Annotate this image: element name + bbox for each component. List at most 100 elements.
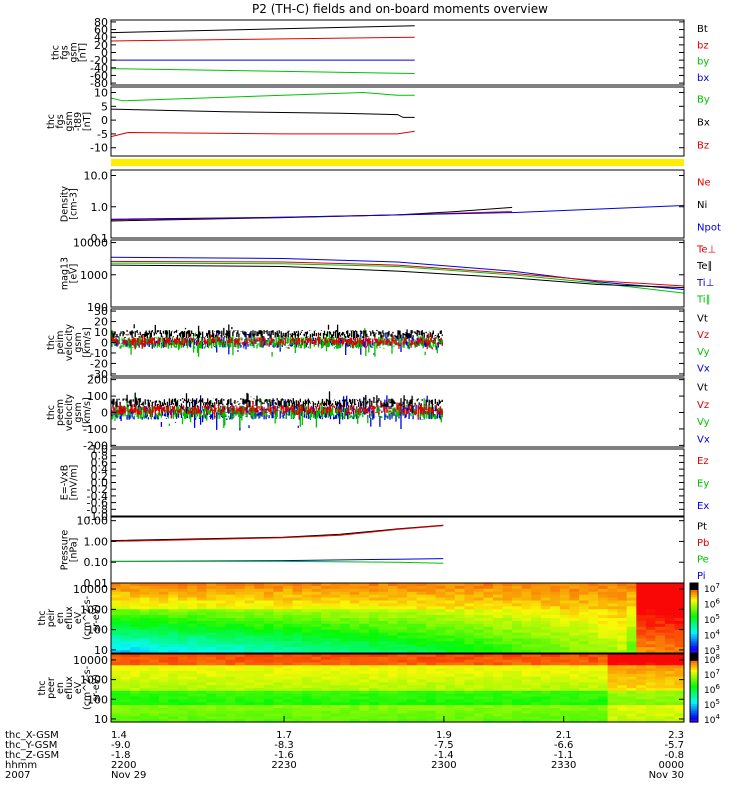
heatmap-cell xyxy=(302,632,313,637)
heatmap-cell xyxy=(617,665,628,669)
heatmap-cell xyxy=(588,632,599,637)
heatmap-cell xyxy=(493,635,504,639)
heatmap-cell xyxy=(674,591,684,596)
heatmap-cell xyxy=(655,618,666,622)
heatmap-cell xyxy=(636,618,647,622)
heatmap-cell xyxy=(664,702,676,706)
panel-frame xyxy=(110,239,685,308)
heatmap-cell xyxy=(645,600,656,604)
heatmap-cell xyxy=(216,682,227,686)
heatmap-cell xyxy=(397,654,408,658)
heatmap-cell xyxy=(473,662,485,666)
heatmap-cell xyxy=(187,682,198,686)
heatmap-cell xyxy=(206,600,217,604)
heatmap-cell xyxy=(120,699,131,703)
heatmap-cell xyxy=(111,665,122,669)
series-Ti∥ xyxy=(111,262,684,294)
heatmap-cell xyxy=(216,588,227,593)
heatmap-cell xyxy=(521,654,532,658)
heatmap-cell xyxy=(302,612,313,616)
heatmap-cell xyxy=(263,679,274,683)
heatmap-cell xyxy=(464,641,475,645)
heatmap-cell xyxy=(521,696,532,700)
heatmap-cell xyxy=(120,716,131,720)
heatmap-cell xyxy=(225,641,236,645)
heatmap-cell xyxy=(130,659,141,664)
heatmap-cell xyxy=(292,688,303,692)
heatmap-cell xyxy=(540,671,551,675)
heatmap-cell xyxy=(512,603,523,607)
heatmap-cell xyxy=(149,635,160,639)
heatmap-cell xyxy=(311,702,322,706)
heatmap-cell xyxy=(149,612,160,616)
heatmap-cell xyxy=(416,597,427,602)
heatmap-cell xyxy=(512,679,523,683)
heatmap-cell xyxy=(158,641,169,645)
heatmap-cell xyxy=(426,696,437,700)
heatmap-cell xyxy=(321,615,332,619)
heatmap-cell xyxy=(607,682,618,686)
heatmap-cell xyxy=(540,588,551,593)
heatmap-cell xyxy=(177,588,189,593)
heatmap-cell xyxy=(340,612,351,616)
heatmap-cell xyxy=(493,650,504,654)
heatmap-cell xyxy=(330,629,341,634)
heatmap-cell xyxy=(407,585,418,590)
legend-label: Ex xyxy=(697,501,709,512)
heatmap-cell xyxy=(302,716,313,720)
heatmap-cell xyxy=(464,671,475,675)
heatmap-cell xyxy=(149,679,160,683)
heatmap-cell xyxy=(655,612,666,616)
heatmap-cell xyxy=(302,656,313,661)
heatmap-cell xyxy=(388,603,399,607)
heatmap-cell xyxy=(340,635,351,639)
heatmap-cell xyxy=(559,641,571,645)
heatmap-cell xyxy=(225,644,236,648)
heatmap-cell xyxy=(569,668,580,672)
heatmap-cell xyxy=(483,629,494,634)
heatmap-cell xyxy=(397,644,408,648)
heatmap-cell xyxy=(282,699,294,703)
heatmap-cell xyxy=(130,716,141,720)
heatmap-cell xyxy=(263,688,274,692)
heatmap-cell xyxy=(139,606,150,610)
heatmap-cell xyxy=(674,662,684,666)
heatmap-cell xyxy=(225,612,236,616)
heatmap-cell xyxy=(502,662,513,666)
heatmap-cell xyxy=(664,588,676,593)
heatmap-cell xyxy=(177,707,189,712)
heatmap-cell xyxy=(292,656,303,661)
heatmap-cell xyxy=(473,707,485,712)
y-tick-label: 100 xyxy=(87,390,108,403)
heatmap-cell xyxy=(426,690,437,695)
y-tick-label: -0.2 xyxy=(87,483,108,496)
heatmap-cell xyxy=(282,696,294,700)
heatmap-cell xyxy=(302,719,313,723)
heatmap-cell xyxy=(177,606,189,610)
heatmap-cell xyxy=(273,588,284,593)
heatmap-cell xyxy=(368,606,380,610)
y-tick-label: 0.10 xyxy=(84,556,109,569)
heatmap-cell xyxy=(531,690,542,695)
heatmap-cell xyxy=(120,618,131,622)
heatmap-cell xyxy=(559,591,571,596)
y-tick-label: -5 xyxy=(97,128,108,141)
heatmap-cell xyxy=(187,659,198,664)
heatmap-cell xyxy=(617,696,628,700)
heatmap-cell xyxy=(569,676,580,681)
heatmap-cell xyxy=(636,665,647,669)
heatmap-cell xyxy=(664,603,676,607)
heatmap-cell xyxy=(435,668,446,672)
heatmap-cell xyxy=(311,671,322,675)
heatmap-cell xyxy=(397,713,408,717)
heatmap-cell xyxy=(225,702,236,706)
heatmap-cell xyxy=(473,603,485,607)
colorbar-tick-label: 107 xyxy=(704,668,720,681)
heatmap-cell xyxy=(598,632,609,637)
heatmap-cell xyxy=(454,583,465,587)
heatmap-cell xyxy=(674,693,684,698)
heatmap-cell xyxy=(216,673,227,678)
heatmap-cell xyxy=(502,606,513,610)
heatmap-cell xyxy=(435,629,446,634)
heatmap-cell xyxy=(111,707,122,712)
